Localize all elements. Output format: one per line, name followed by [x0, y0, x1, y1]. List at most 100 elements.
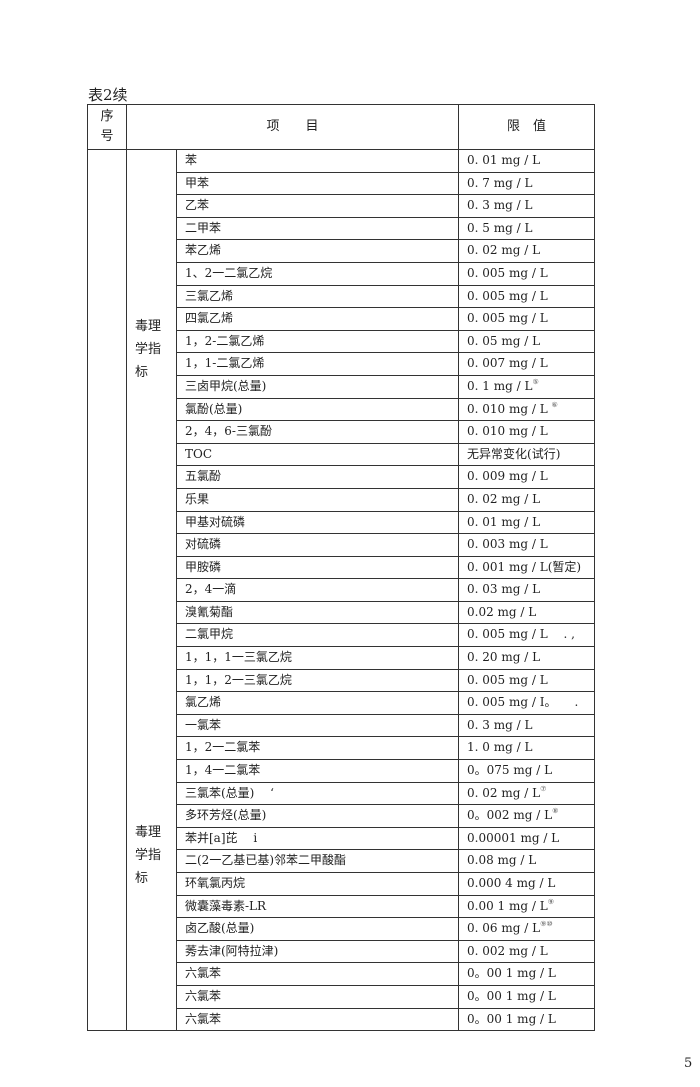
limit-value: 0. 005 mg / L [467, 288, 548, 303]
limit-cell: 0. 02 mg / L [458, 487, 596, 512]
table-row: 六氯苯 0。00 1 mg / L [88, 962, 596, 986]
limit-value: 0. 01 mg / L [467, 153, 541, 167]
limit-cell: 0. 5 mg / L [458, 216, 596, 241]
header-seq: 序号 [87, 104, 127, 150]
item-cell: 乐果 [175, 487, 460, 512]
page-number: 5 [684, 1056, 693, 1071]
table-row: 氯酚(总量) 0. 010 mg / L ⑥ [88, 397, 596, 422]
item-cell: 甲胺磷 [175, 555, 460, 580]
limit-value: 0. 1 mg / L [467, 378, 533, 393]
limit-value: 0. 01 mg / L [467, 514, 541, 529]
item-cell: 对硫磷 [175, 533, 460, 557]
item-cell: 1，4一二氯苯 [175, 759, 460, 783]
item-cell: 氯酚(总量) [175, 397, 460, 422]
limit-value: 0. 005 mg / L [467, 311, 548, 326]
limit-cell: 0. 01 mg / L [458, 149, 596, 173]
limit-cell: 0。075 mg / L [458, 759, 596, 783]
item-cell: 1，1，1一三氯乙烷 [175, 646, 460, 670]
limit-value: 0. 20 mg / L [467, 650, 541, 665]
limit-value: 0. 001 mg / L(暂定) [467, 559, 582, 574]
footnote-marker: ⑦ [540, 784, 547, 793]
limit-value: 0。002 mg / L [467, 808, 553, 823]
table-row: 1，4一二氯苯 0。075 mg / L [88, 759, 596, 783]
table-row: 1，2-二氯乙烯 0. 05 mg / L [88, 329, 596, 354]
footnote-marker: ⑨⑩ [540, 920, 553, 929]
table-row: 1，2一二氯苯 1. 0 mg / L [88, 736, 596, 761]
limit-cell: 无异常变化(试行) [458, 442, 596, 467]
limit-cell: 0. 3 mg / L [458, 713, 596, 738]
item-cell: 二(2一乙基已基)邻苯二甲酸酯 [175, 849, 460, 873]
item-cell: 苯 [175, 149, 460, 173]
table-row: 氯乙烯 0. 005 mg / I。 . [88, 691, 596, 715]
seq-cell [87, 148, 127, 1032]
item-cell: 1、2一二氯乙烷 [175, 261, 460, 286]
item-cell: 氯乙烯 [175, 691, 460, 715]
limit-cell: 0. 03 mg / L [458, 578, 596, 602]
table-row: 五氯酚 0. 009 mg / L [88, 465, 596, 489]
footnote-marker: ⑨ [547, 897, 554, 906]
item-cell: 五氯酚 [175, 465, 460, 489]
item-cell: 一氯苯 [175, 713, 460, 738]
limit-value: 0。00 1 mg / L [467, 988, 556, 1003]
limit-value: 0.00 1 mg / L [467, 898, 548, 913]
limit-value: 0.08 mg / L [467, 853, 537, 868]
item-cell: 卤乙酸(总量) [175, 917, 460, 941]
table-row: 二氯甲烷 0. 005 mg / L . , [88, 623, 596, 648]
limit-cell: 0.00001 mg / L [458, 826, 596, 851]
table-row: 三卤甲烷(总量) 0. 1 mg / L⑤ [88, 374, 596, 399]
item-cell: 2，4一滴 [175, 578, 460, 602]
limit-cell: 0. 02 mg / L [458, 239, 596, 263]
item-cell: 甲苯 [175, 171, 460, 196]
limit-value: 0. 005 mg / L . , [467, 627, 575, 642]
limit-value: 0. 005 mg / L [467, 265, 548, 280]
limit-value: 0. 007 mg / L [467, 356, 548, 371]
limit-cell: 0. 005 mg / L [458, 261, 596, 286]
table-row: 二甲苯 0. 5 mg / L [88, 216, 596, 241]
table-caption: 表2续 [88, 86, 128, 104]
header-limit: 限 值 [458, 104, 596, 150]
item-cell: 1，2-二氯乙烯 [175, 329, 460, 354]
limit-value: 0. 3 mg / L [467, 198, 533, 213]
table-header-row: 序号 项 目 限 值 [87, 104, 596, 150]
limit-value: 0. 02 mg / L [467, 491, 541, 506]
limit-cell: 0. 007 mg / L [458, 352, 596, 376]
item-cell: 甲基对硫磷 [175, 510, 460, 535]
limit-value: 0. 7 mg / L [467, 175, 533, 190]
table-row: 甲胺磷 0. 001 mg / L(暂定) [88, 555, 596, 580]
table-row: 对硫磷 0. 003 mg / L [88, 533, 596, 557]
limit-value: 1. 0 mg / L [467, 740, 533, 755]
category-cell: 毒理学指标 [126, 601, 177, 1032]
limit-cell: 0. 005 mg / L [458, 668, 596, 693]
item-cell: 三氯乙烯 [175, 284, 460, 309]
item-cell: 莠去津(阿特拉津) [175, 939, 460, 964]
header-item: 项 目 [125, 104, 460, 150]
item-cell: 六氯苯 [175, 962, 460, 986]
limit-cell: 0. 005 mg / I。 . [458, 691, 596, 715]
limit-value: 0. 5 mg / L [467, 220, 533, 235]
table-row: 1、2一二氯乙烷 0. 005 mg / L [88, 261, 596, 286]
category-label: 毒理学指标 [135, 319, 162, 380]
limit-value: 0. 05 mg / L [467, 333, 541, 348]
footnote-marker: ⑥ [551, 400, 558, 409]
limit-value: 0。00 1 mg / L [467, 1011, 556, 1026]
item-cell: 微囊藻毒素-LR [175, 894, 460, 919]
item-cell: 六氯苯 [175, 984, 460, 1009]
item-cell: 二甲苯 [175, 216, 460, 241]
limit-cell: 0. 01 mg / L [458, 510, 596, 535]
table-row: 毒理学指标 苯 0. 01 mg / L [87, 148, 596, 1032]
table-row: 卤乙酸(总量) 0. 06 mg / L⑨⑩ [88, 917, 596, 941]
limit-value: 0。075 mg / L [467, 763, 553, 778]
table-row: 乐果 0. 02 mg / L [88, 487, 596, 512]
item-cell: 苯乙烯 [175, 239, 460, 263]
limit-cell: 0. 005 mg / L . , [458, 623, 596, 648]
limit-value: 0. 005 mg / L [467, 672, 548, 687]
limit-value: 0. 03 mg / L [467, 582, 541, 597]
limit-cell: 0. 05 mg / L [458, 329, 596, 354]
limit-value: 0. 010 mg / L [467, 401, 552, 416]
item-cell: 六氯苯 [175, 1007, 460, 1032]
table-row: 六氯苯 0。00 1 mg / L [88, 984, 596, 1009]
limit-cell: 0. 003 mg / L [458, 533, 596, 557]
item-cell: 苯并[a]芘 i [175, 826, 460, 851]
item-cell: 1，2一二氯苯 [175, 736, 460, 761]
limit-cell: 0。00 1 mg / L [458, 984, 596, 1009]
